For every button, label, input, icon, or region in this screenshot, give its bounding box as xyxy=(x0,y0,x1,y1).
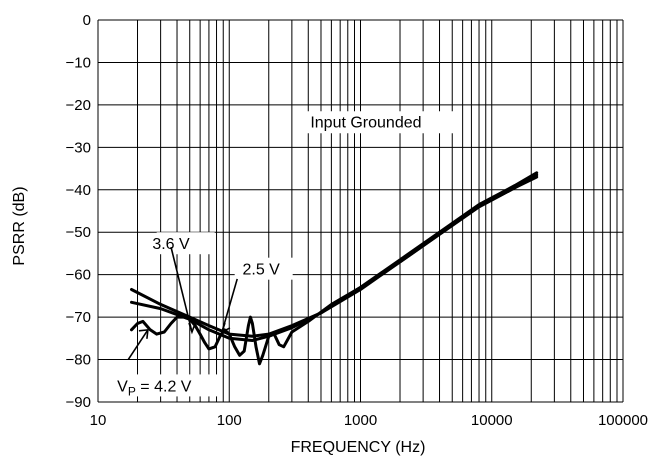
series-label-bg-2v5 xyxy=(234,257,293,280)
y-tick-label: −20 xyxy=(66,97,91,114)
y-axis-title: PSRR (dB) xyxy=(11,186,28,265)
x-tick-label: 100000 xyxy=(598,412,648,429)
y-tick-label: −50 xyxy=(66,224,91,241)
y-tick-label: −90 xyxy=(66,394,91,411)
arrowhead-4v2 xyxy=(138,328,149,339)
series-label-3v6: 3.6 V xyxy=(152,236,190,253)
x-tick-label: 100 xyxy=(217,412,242,429)
grid xyxy=(97,19,624,403)
x-tick-label: 10 xyxy=(90,412,107,429)
leader-4v2 xyxy=(127,329,149,360)
y-tick-label: −80 xyxy=(66,352,91,369)
series-group xyxy=(130,171,539,366)
series-label-2v5: 2.5 V xyxy=(242,262,280,279)
y-tick-label: −60 xyxy=(66,267,91,284)
y-tick-label: −70 xyxy=(66,309,91,326)
tick-labels: 0−10−20−30−40−50−60−70−80−90001010010001… xyxy=(66,12,648,429)
y-tick-label: 0 xyxy=(83,12,91,29)
x-tick-label: 1000 xyxy=(344,412,377,429)
series-line-2 xyxy=(130,171,539,338)
series-label-4v2: VP = 4.2 V xyxy=(117,378,192,398)
series-line-0 xyxy=(130,173,539,366)
series-label-bg-4v2 xyxy=(107,374,220,397)
annotations: Input Grounded 3.6 V 2.5 V VP = 4.2 V xyxy=(107,111,456,398)
y-tick-label: −30 xyxy=(66,139,91,156)
y-tick-label: −10 xyxy=(66,54,91,71)
y-tick-label: −40 xyxy=(66,182,91,199)
leader-3v6 xyxy=(170,246,193,333)
annotation-bg xyxy=(305,111,456,134)
series-line-1 xyxy=(130,175,539,342)
arrowhead-3v6 xyxy=(188,322,196,335)
annotation-input-grounded: Input Grounded xyxy=(310,114,421,131)
arrowhead-2v5 xyxy=(220,322,231,334)
x-tick-label: 10000 xyxy=(471,412,513,429)
x-axis-title: FREQUENCY (Hz) xyxy=(291,439,426,456)
